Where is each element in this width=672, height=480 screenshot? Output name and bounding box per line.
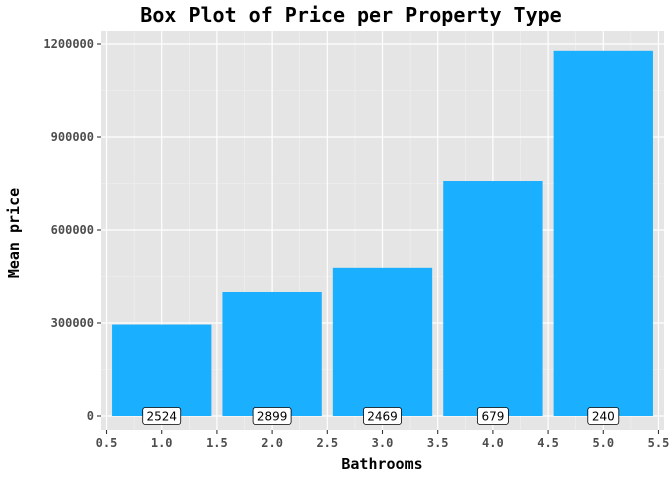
- count-label-box: [587, 407, 620, 425]
- count-label: 240: [592, 410, 615, 424]
- x-tick-label: 1.5: [206, 436, 228, 450]
- bar: [332, 267, 433, 416]
- bar: [222, 292, 322, 416]
- y-tick-label: 900000: [51, 130, 94, 144]
- x-tick-label: 4.5: [537, 436, 559, 450]
- y-axis-title: Mean price: [5, 188, 23, 278]
- x-tick-label: 0.5: [96, 436, 118, 450]
- y-tick-label: 1200000: [43, 37, 94, 51]
- x-tick-label: 4.0: [482, 436, 504, 450]
- x-tick-label: 5.5: [648, 436, 670, 450]
- x-tick-label: 1.0: [151, 436, 173, 450]
- x-tick-label: 3.0: [372, 436, 394, 450]
- x-tick-label: 2.5: [316, 436, 338, 450]
- axes: 0 300000 600000 900000 1200000 0.5 1.0 1.5 2.0 2.…: [43, 37, 669, 450]
- count-label-box: [252, 407, 292, 425]
- y-tick-label: 600000: [51, 223, 94, 237]
- bar: [112, 324, 212, 416]
- x-tick-label: 2.0: [261, 436, 283, 450]
- chart-title: Box Plot of Price per Property Type: [140, 3, 561, 27]
- count-label-box: [142, 407, 182, 425]
- bars: [112, 50, 653, 416]
- bar: [443, 181, 543, 416]
- count-label-box: [363, 407, 402, 425]
- count-labels: 2524 2899 2469 679 240: [142, 407, 620, 425]
- x-tick-label: 3.5: [427, 436, 449, 450]
- count-label: 679: [481, 410, 504, 424]
- count-label-box: [476, 407, 509, 425]
- x-tick-label: 5.0: [592, 436, 614, 450]
- y-tick-label: 0: [87, 409, 94, 423]
- bar: [553, 50, 653, 416]
- x-axis-title: Bathrooms: [341, 455, 422, 473]
- count-label: 2469: [367, 410, 398, 424]
- count-label: 2899: [257, 410, 288, 424]
- y-tick-label: 300000: [51, 316, 94, 330]
- count-label: 2524: [146, 410, 177, 424]
